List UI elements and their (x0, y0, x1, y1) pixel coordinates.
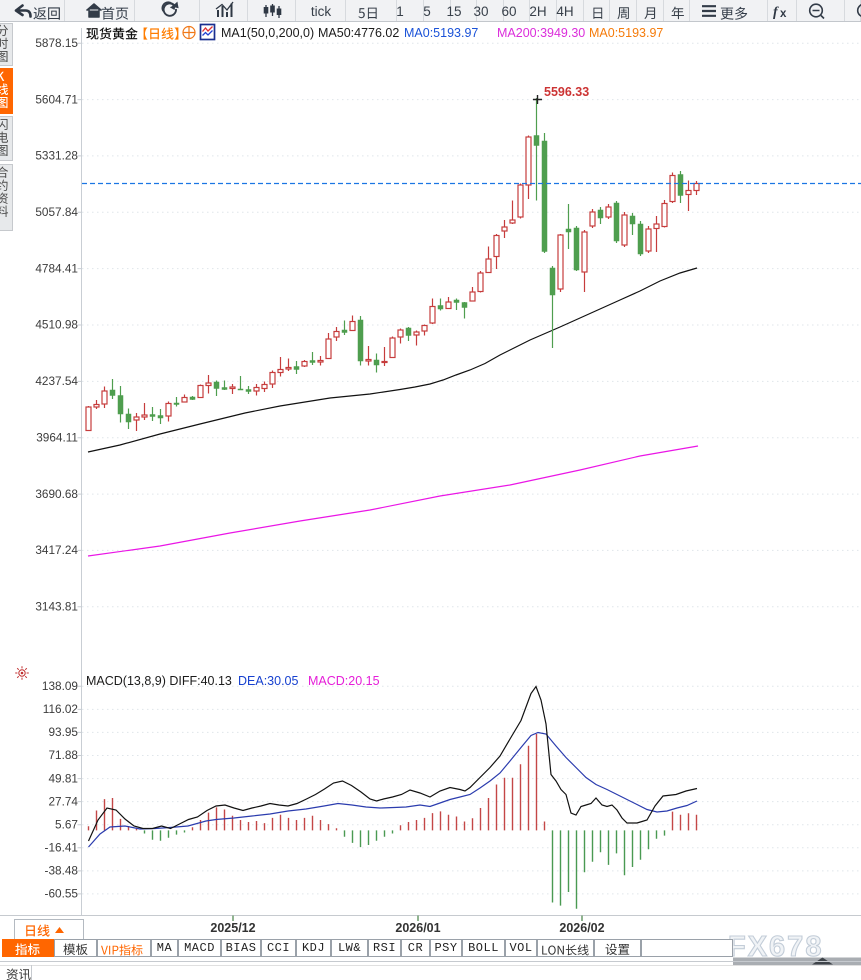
svg-text:4510.98: 4510.98 (35, 318, 78, 332)
svg-text:MA200:3949.30: MA200:3949.30 (497, 26, 585, 40)
svg-text:5604.71: 5604.71 (35, 92, 78, 106)
svg-text:30: 30 (474, 4, 489, 19)
svg-text:3690.68: 3690.68 (35, 487, 78, 501)
svg-text:-60.55: -60.55 (45, 887, 79, 901)
svg-text:2026/01: 2026/01 (395, 921, 440, 935)
svg-text:DEA:30.05: DEA:30.05 (238, 674, 299, 688)
svg-text:5057.84: 5057.84 (35, 205, 78, 219)
svg-text:138.09: 138.09 (42, 679, 78, 693)
svg-text:3143.81: 3143.81 (35, 600, 78, 614)
svg-text:5.67: 5.67 (55, 817, 78, 831)
svg-text:5878.15: 5878.15 (35, 36, 78, 50)
svg-text:116.02: 116.02 (43, 702, 78, 716)
svg-text:60: 60 (502, 4, 517, 19)
svg-text:2H: 2H (529, 4, 546, 19)
svg-text:-38.48: -38.48 (45, 864, 79, 878)
svg-text:2025/12: 2025/12 (210, 921, 255, 935)
svg-text:MA1(50,0,200,0): MA1(50,0,200,0) (221, 26, 314, 40)
svg-text:49.81: 49.81 (48, 771, 78, 785)
svg-text:4237.54: 4237.54 (35, 374, 78, 388)
svg-text:2026/02: 2026/02 (559, 921, 604, 935)
svg-text:MA0:5193.97: MA0:5193.97 (404, 26, 478, 40)
svg-text:tick: tick (311, 4, 332, 19)
svg-text:27.74: 27.74 (48, 794, 78, 808)
svg-text:5596.33: 5596.33 (544, 85, 589, 99)
svg-text:4H: 4H (556, 4, 573, 19)
svg-text:f: f (773, 5, 779, 20)
svg-text:3964.11: 3964.11 (36, 430, 78, 444)
svg-text:-16.41: -16.41 (45, 841, 78, 855)
svg-text:MA50:4776.02: MA50:4776.02 (318, 26, 399, 40)
svg-text:93.95: 93.95 (48, 725, 78, 739)
svg-text:MACD(13,8,9) DIFF:40.13: MACD(13,8,9) DIFF:40.13 (86, 674, 232, 688)
svg-text:71.88: 71.88 (48, 748, 78, 762)
svg-text:5: 5 (423, 4, 431, 19)
svg-text:4784.41: 4784.41 (35, 261, 78, 275)
svg-text:x: x (780, 8, 787, 20)
svg-text:5331.28: 5331.28 (35, 149, 78, 163)
svg-text:3417.24: 3417.24 (35, 543, 78, 557)
svg-text:MACD:20.15: MACD:20.15 (308, 674, 380, 688)
svg-text:1: 1 (397, 4, 405, 19)
svg-text:15: 15 (447, 4, 462, 19)
svg-text:MA0:5193.97: MA0:5193.97 (589, 26, 663, 40)
